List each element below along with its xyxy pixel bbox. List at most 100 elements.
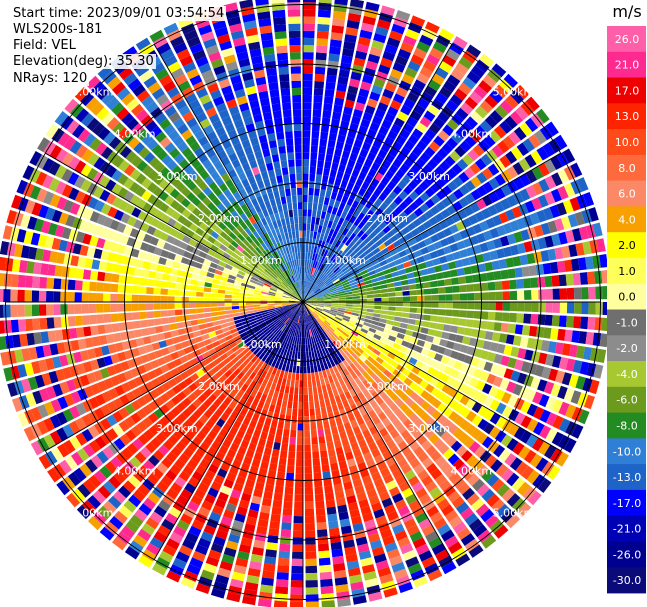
velocity-gate [508,131,521,145]
velocity-gate [561,343,571,356]
velocity-gate [422,164,433,175]
velocity-gate [440,238,450,247]
velocity-gate [307,290,312,297]
velocity-gate [410,15,426,27]
velocity-gate [393,206,403,216]
velocity-gate [561,245,571,259]
velocity-gate [336,259,343,267]
velocity-gate [524,349,534,361]
velocity-gate [373,77,386,88]
velocity-gate [558,401,570,416]
velocity-gate [305,530,316,538]
velocity-gate [588,207,599,222]
velocity-gate [516,142,530,156]
velocity-gate [308,292,314,298]
velocity-gate [354,325,362,331]
velocity-gate [372,285,381,291]
velocity-gate [277,204,283,213]
velocity-gate [330,541,343,551]
velocity-gate [305,245,309,253]
velocity-gate [483,396,494,408]
velocity-gate [403,185,413,195]
velocity-gate [424,295,432,301]
velocity-gate [406,324,415,331]
velocity-gate [312,123,320,132]
velocity-gate [298,344,301,352]
velocity-gate [393,93,405,104]
velocity-gate [369,91,381,102]
velocity-gate [443,245,452,255]
velocity-gate [321,413,329,422]
velocity-gate [428,122,441,135]
velocity-gate [375,344,384,352]
velocity-gate [343,313,352,317]
velocity-gate [368,231,377,240]
velocity-gate [543,327,552,339]
velocity-gate [332,433,340,442]
velocity-gate [191,273,200,280]
velocity-gate [536,146,549,161]
velocity-gate [310,284,316,291]
velocity-gate [318,247,323,256]
velocity-gate [306,259,310,267]
velocity-gate [330,118,340,128]
velocity-gate [496,225,507,237]
velocity-gate [323,306,331,310]
velocity-gate [319,263,325,271]
velocity-gate [306,223,311,231]
velocity-gate [308,267,312,275]
velocity-gate [440,355,450,365]
velocity-gate [310,267,314,275]
velocity-gate [310,415,316,424]
velocity-gate [369,222,378,231]
velocity-gate [39,317,48,330]
velocity-gate [303,144,310,153]
velocity-gate [292,551,303,559]
velocity-gate [436,248,446,257]
velocity-gate [196,308,204,314]
velocity-gate [354,162,363,171]
velocity-gate [312,458,321,466]
velocity-gate [349,317,358,322]
velocity-gate [327,60,339,69]
velocity-gate [594,270,603,284]
velocity-gate [317,385,323,394]
velocity-gate [386,243,396,252]
velocity-gate [488,302,496,311]
velocity-gate [421,363,431,373]
velocity-gate [360,22,375,33]
velocity-gate [517,348,527,360]
velocity-gate [238,302,246,306]
velocity-gate [531,437,545,452]
velocity-gate [277,421,284,429]
velocity-gate [416,313,424,320]
velocity-gate [516,278,524,289]
velocity-gate [509,110,524,125]
velocity-gate [537,237,547,250]
velocity-gate [489,342,499,352]
velocity-gate [353,57,366,67]
velocity-gate [384,170,395,180]
velocity-gate [183,277,191,285]
velocity-gate [540,222,551,235]
velocity-gate [264,483,274,493]
velocity-gate [331,303,339,306]
velocity-gate [340,157,348,166]
velocity-gate [386,180,397,191]
velocity-gate [357,212,366,221]
velocity-gate [68,267,77,279]
velocity-gate [382,50,396,62]
velocity-gate [544,275,553,287]
velocity-gate [303,280,305,288]
velocity-gate [81,304,90,314]
velocity-gate [398,327,407,335]
velocity-gate [579,361,590,376]
velocity-gate [554,134,568,150]
velocity-gate [524,302,532,312]
velocity-gate [332,18,345,27]
velocity-gate [318,543,330,552]
velocity-gate [289,601,303,607]
velocity-gate [307,291,313,297]
velocity-gate [260,302,268,305]
velocity-gate [117,303,125,312]
